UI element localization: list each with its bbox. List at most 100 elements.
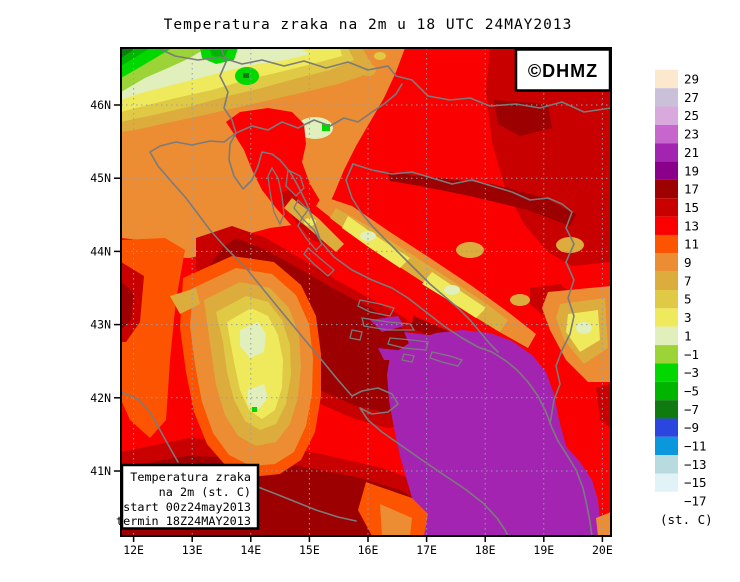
legend-swatch — [655, 308, 678, 327]
temperature-field — [121, 48, 611, 536]
legend-value: 1 — [684, 328, 692, 343]
lon-label: 13E — [182, 543, 203, 557]
lat-label: 45N — [90, 171, 111, 185]
legend-swatch — [655, 290, 678, 309]
dhmz-box — [514, 48, 612, 92]
info-line-4: termin 18Z24MAY2013 — [116, 514, 251, 528]
legend-value: 3 — [684, 310, 692, 325]
dhmz-watermark: ©DHMZ — [514, 48, 612, 92]
legend-unit: (st. C) — [660, 512, 713, 527]
border-austria-hungary — [157, 47, 612, 113]
legend-swatch — [655, 455, 678, 474]
legend-value: 23 — [684, 127, 699, 142]
legend-swatch — [655, 69, 678, 89]
legend-swatch — [655, 326, 678, 346]
info-box: Temperatura zraka na 2m (st. C) start 00… — [116, 463, 260, 530]
legend-swatch — [655, 400, 678, 419]
border-italy-slovenia — [219, 47, 237, 134]
legend-swatch — [655, 491, 678, 511]
legend-swatch — [655, 88, 678, 107]
legend-value: −5 — [684, 383, 699, 398]
legend-value: 13 — [684, 218, 699, 233]
border-sava-serbia — [352, 163, 575, 425]
lat-label: 43N — [90, 318, 111, 332]
legend-value: 11 — [684, 237, 699, 252]
legend-swatch — [655, 124, 678, 144]
lon-label: 19E — [533, 543, 554, 557]
legend-value: −13 — [684, 457, 707, 472]
legend-swatch — [655, 363, 678, 382]
legend-value: 9 — [684, 255, 692, 270]
legend-swatch — [655, 436, 678, 456]
coastlines-borders — [120, 47, 612, 537]
lon-label: 16E — [358, 543, 379, 557]
coast-croatia — [279, 159, 593, 537]
coast-naples — [257, 486, 357, 522]
region-apennines — [170, 256, 321, 477]
legend-swatch — [655, 418, 678, 437]
lon-label: 12E — [123, 543, 144, 557]
axis-bottom: 12E 13E 14E 15E 16E 17E 18E 19E 20E — [123, 536, 613, 557]
lon-label: 17E — [416, 543, 437, 557]
coast-italy-adriatic — [149, 132, 509, 537]
legend: 29 27 25 23 21 19 17 15 13 11 9 7 5 3 1 −1 −3 −5 −7 −9 −11 −1… — [655, 69, 707, 511]
coast-tyrrhenian — [120, 391, 179, 463]
legend-value: 7 — [684, 273, 692, 288]
legend-value: −7 — [684, 402, 699, 417]
region-northeast — [388, 48, 611, 428]
info-line-2: na 2m (st. C) — [159, 485, 251, 499]
info-line-1: Temperatura zraka — [130, 470, 251, 484]
lat-label: 41N — [90, 464, 111, 478]
legend-value: −1 — [684, 347, 699, 362]
lon-label: 18E — [475, 543, 496, 557]
legend-value: 15 — [684, 200, 699, 215]
lon-label: 14E — [240, 543, 261, 557]
legend-swatch — [655, 271, 678, 291]
lon-label: 20E — [592, 543, 613, 557]
legend-swatch — [655, 198, 678, 217]
lat-label: 46N — [90, 98, 111, 112]
legend-swatch — [655, 381, 678, 401]
coast-istria — [228, 132, 281, 190]
legend-swatch — [655, 143, 678, 162]
border-bosnia-west — [345, 163, 499, 353]
legend-value: 19 — [684, 163, 699, 178]
lon-label: 15E — [299, 543, 320, 557]
legend-swatch — [655, 161, 678, 180]
legend-swatch — [655, 216, 678, 235]
legend-swatch — [655, 253, 678, 272]
legend-value: 5 — [684, 292, 692, 307]
region-purple-south — [370, 316, 600, 536]
map-title: Temperatura zraka na 2m u 18 UTC 24MAY20… — [164, 17, 573, 33]
legend-value: −9 — [684, 420, 699, 435]
graticule — [121, 48, 611, 536]
border-slovenia-croatia — [235, 83, 403, 134]
info-line-3: start 00z24may2013 — [123, 500, 251, 514]
legend-value: 21 — [684, 145, 699, 160]
region-puglia — [358, 482, 611, 536]
lat-label: 42N — [90, 391, 111, 405]
map-frame — [120, 47, 612, 537]
legend-swatch — [655, 345, 678, 364]
legend-value: 17 — [684, 182, 699, 197]
region-bosnia-band — [316, 196, 584, 348]
legend-swatch — [655, 106, 678, 125]
legend-swatch — [655, 179, 678, 199]
temp-region-velebit — [284, 198, 344, 252]
legend-value: −15 — [684, 475, 707, 490]
region-west-edge — [121, 238, 185, 438]
legend-swatch — [655, 234, 678, 254]
legend-value: −3 — [684, 365, 699, 380]
legend-value: 27 — [684, 90, 699, 105]
legend-swatch — [655, 473, 678, 492]
islands — [267, 166, 464, 367]
legend-value: 25 — [684, 108, 699, 123]
legend-value: −11 — [684, 439, 707, 454]
region-montenegro — [542, 286, 611, 382]
legend-value: 29 — [684, 72, 699, 87]
lat-label: 44N — [90, 244, 111, 258]
axis-left: 46N 45N 44N 43N 42N 41N — [90, 98, 121, 478]
legend-value: −17 — [684, 494, 707, 509]
